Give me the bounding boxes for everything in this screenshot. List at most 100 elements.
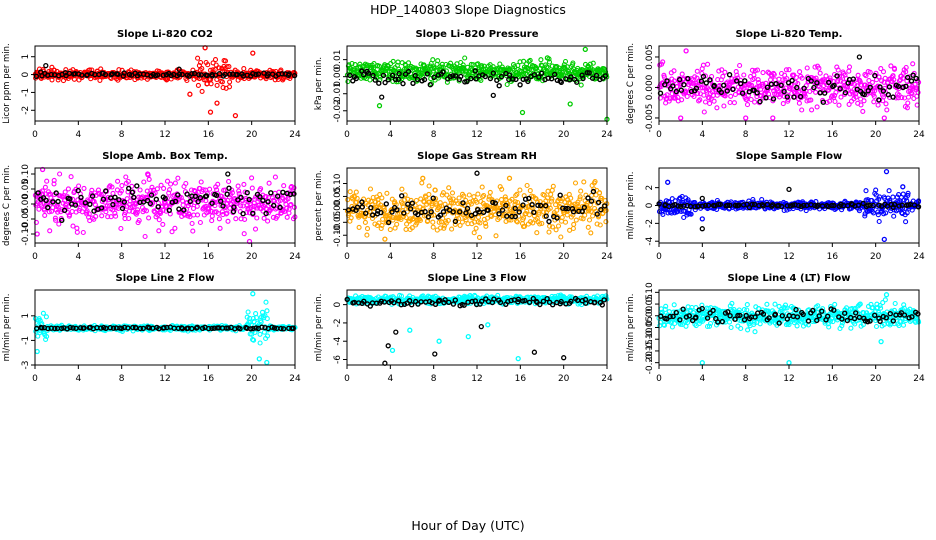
data-point xyxy=(250,50,256,56)
data-point xyxy=(519,109,526,116)
data-point xyxy=(440,69,446,75)
data-point xyxy=(446,185,452,191)
y-axis-label: ml/min per min. xyxy=(2,294,12,362)
data-point xyxy=(352,62,358,68)
data-point xyxy=(585,224,591,230)
data-point xyxy=(264,359,270,366)
data-point xyxy=(353,189,359,195)
data-point xyxy=(487,189,493,195)
data-point xyxy=(160,221,166,227)
data-point xyxy=(382,79,388,86)
y-axis-label: ml/min per min. xyxy=(314,294,324,362)
x-tick-label: 24 xyxy=(913,130,925,140)
data-point xyxy=(770,96,777,102)
data-point xyxy=(39,203,45,209)
data-point xyxy=(434,67,440,73)
data-point xyxy=(60,78,67,84)
data-point xyxy=(823,73,829,79)
data-point xyxy=(903,219,909,225)
data-point xyxy=(42,212,48,218)
data-point xyxy=(562,219,569,225)
x-tick-label: 4 xyxy=(387,252,393,262)
data-point xyxy=(838,78,844,84)
data-point xyxy=(817,70,823,76)
data-point xyxy=(670,83,676,89)
data-point xyxy=(123,174,129,180)
data-point xyxy=(657,95,663,101)
x-tick-label: 0 xyxy=(656,130,662,140)
data-point xyxy=(226,64,232,70)
data-point xyxy=(364,232,370,238)
data-point xyxy=(62,189,68,195)
data-point xyxy=(827,75,833,81)
data-point xyxy=(507,66,513,72)
data-point xyxy=(265,199,271,205)
x-tick-label: 0 xyxy=(344,130,350,140)
data-point xyxy=(176,66,182,72)
data-point xyxy=(832,98,838,105)
data-point xyxy=(219,79,225,85)
data-point xyxy=(701,92,707,98)
data-point xyxy=(730,86,736,93)
data-point xyxy=(156,228,162,234)
data-point xyxy=(515,355,521,362)
data-point xyxy=(205,62,211,68)
data-point xyxy=(435,58,441,64)
data-point xyxy=(286,71,292,77)
data-point xyxy=(568,74,574,80)
data-point xyxy=(688,88,695,95)
x-tick-label: 12 xyxy=(783,130,794,140)
data-point xyxy=(727,99,733,106)
data-points xyxy=(344,170,610,242)
data-point xyxy=(232,112,239,119)
x-tick-label: 8 xyxy=(431,130,437,140)
data-point xyxy=(718,89,724,96)
data-point xyxy=(714,92,720,98)
data-point xyxy=(387,227,393,233)
x-tick-label: 24 xyxy=(289,252,301,262)
data-point xyxy=(699,216,705,222)
data-point xyxy=(435,72,441,78)
data-point xyxy=(450,73,456,79)
data-point xyxy=(707,77,713,83)
data-point xyxy=(389,347,396,354)
data-point xyxy=(574,79,580,85)
data-point xyxy=(490,92,496,99)
data-point xyxy=(253,311,259,317)
data-point xyxy=(468,75,474,82)
x-tick-label: 8 xyxy=(743,130,749,140)
data-point xyxy=(195,55,201,61)
x-tick-label: 12 xyxy=(471,252,482,262)
data-point xyxy=(771,71,777,78)
data-point xyxy=(119,183,125,189)
data-point xyxy=(197,219,203,226)
data-point xyxy=(696,98,702,104)
data-point xyxy=(379,94,385,100)
x-tick-label: 12 xyxy=(159,252,170,262)
data-point xyxy=(534,230,540,236)
data-points xyxy=(656,168,922,243)
data-point xyxy=(402,71,409,77)
data-point xyxy=(412,72,418,79)
data-point xyxy=(784,76,790,82)
data-point xyxy=(115,178,121,184)
x-tick-label: 20 xyxy=(558,130,570,140)
data-point xyxy=(34,231,40,237)
data-point xyxy=(76,183,82,189)
data-point xyxy=(846,64,853,70)
y-tick-label: 0 xyxy=(645,202,655,208)
data-point xyxy=(752,99,758,105)
data-point xyxy=(555,223,562,229)
data-point xyxy=(891,213,897,219)
data-point xyxy=(471,230,477,236)
data-point xyxy=(131,194,137,201)
data-point xyxy=(881,236,887,243)
x-tick-label: 16 xyxy=(203,252,215,262)
data-point xyxy=(462,55,468,61)
data-point xyxy=(367,77,373,83)
data-point xyxy=(116,67,122,73)
data-point xyxy=(797,93,804,100)
data-point xyxy=(778,82,784,89)
